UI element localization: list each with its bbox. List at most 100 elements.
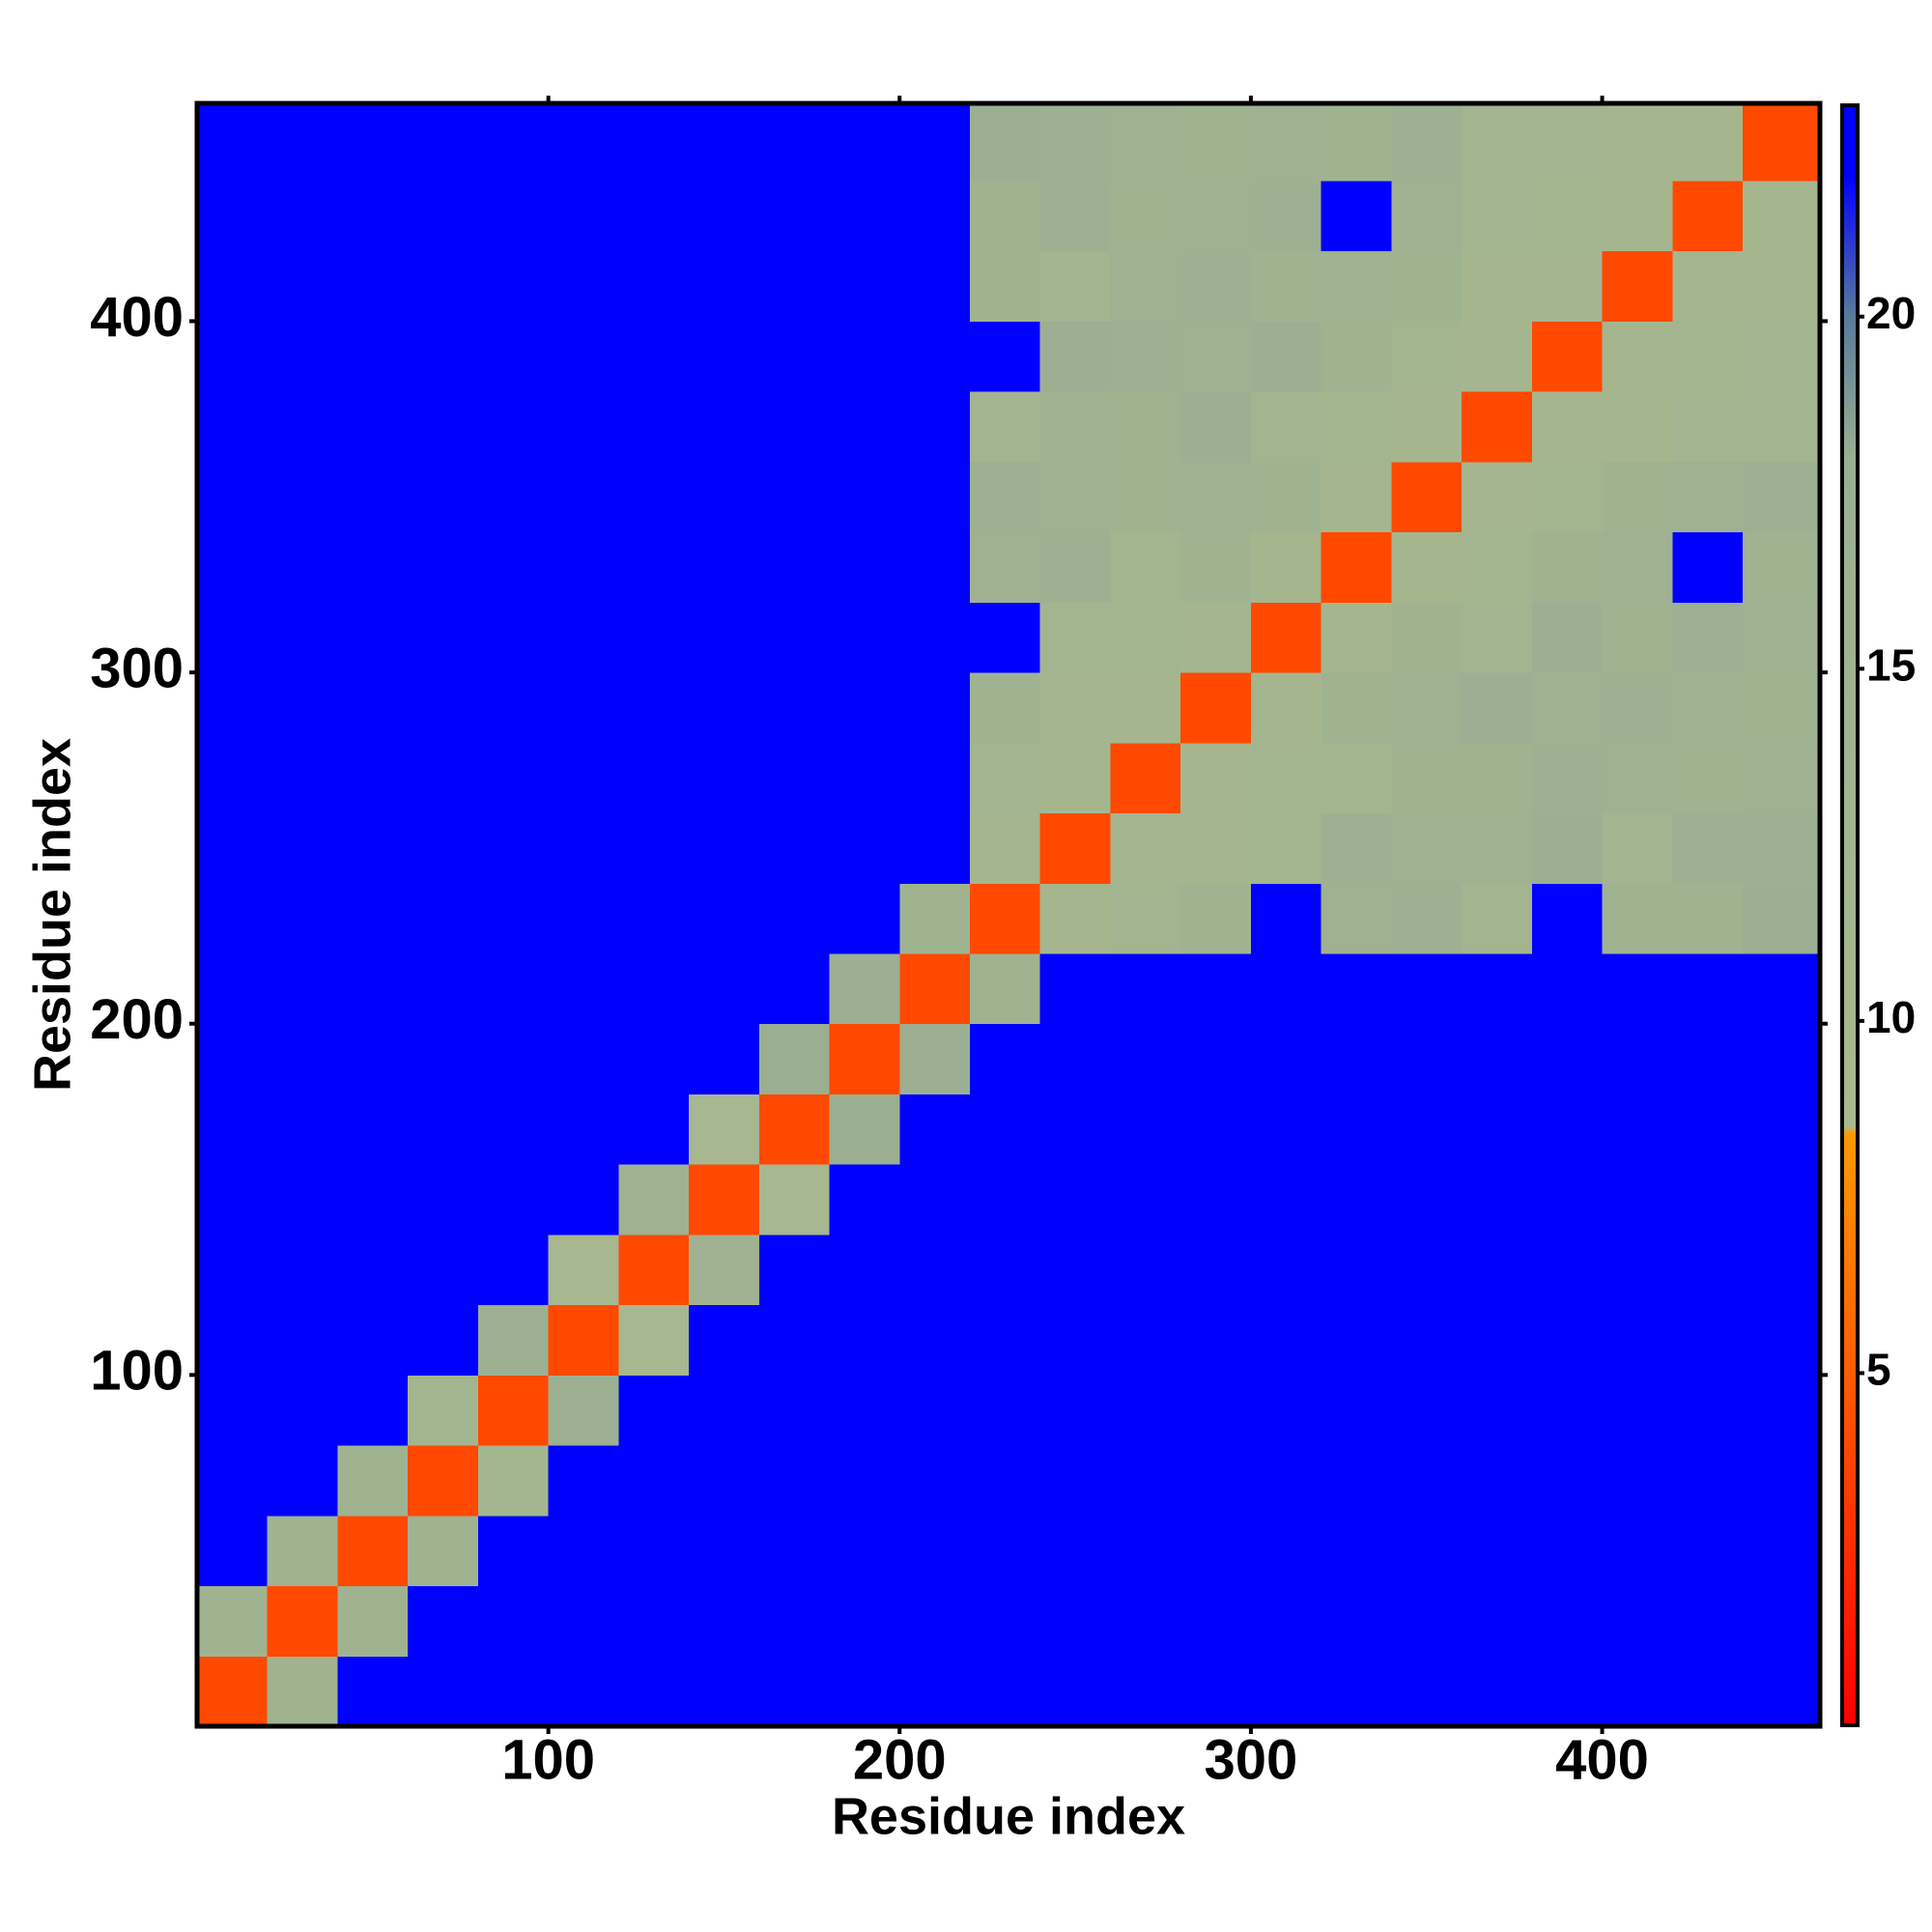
heatmap-cell [477, 1445, 550, 1517]
heatmap-cells [197, 103, 1821, 1727]
heatmap-cell [829, 531, 900, 603]
heatmap-cell [477, 531, 550, 603]
heatmap-cell [1391, 1023, 1463, 1094]
heatmap-cell [758, 1234, 831, 1306]
heatmap-cell [548, 531, 619, 603]
heatmap-cell [1250, 103, 1322, 182]
y-tick-label: 400 [90, 286, 184, 349]
heatmap-cell [1039, 1375, 1111, 1446]
heatmap-cell [618, 1023, 690, 1094]
heatmap-cell [1250, 1164, 1322, 1236]
heatmap-cell [1250, 1094, 1322, 1165]
heatmap-cell [1672, 181, 1744, 252]
heatmap-cell [1743, 461, 1821, 533]
heatmap-cell [1180, 1304, 1252, 1376]
heatmap-cell [337, 531, 409, 603]
heatmap-cell [1672, 742, 1744, 814]
heatmap-cell [758, 742, 831, 814]
heatmap-cell [1110, 391, 1181, 463]
heatmap-cell [829, 812, 900, 884]
heatmap-cell [1531, 812, 1604, 884]
heatmap-cell [267, 1375, 338, 1446]
heatmap-cell [1672, 953, 1744, 1025]
heatmap-cell [899, 1023, 971, 1094]
heatmap-cell [899, 391, 971, 463]
heatmap-cell [1743, 953, 1821, 1025]
heatmap-cell [548, 812, 619, 884]
heatmap-cell [1391, 1234, 1463, 1306]
heatmap-cell [1462, 1023, 1533, 1094]
heatmap-cell [197, 1023, 269, 1094]
heatmap-cell [408, 391, 479, 463]
heatmap-cell [1391, 1164, 1463, 1236]
heatmap-cell [618, 1445, 690, 1517]
heatmap-cell [1110, 812, 1181, 884]
heatmap-cell [1531, 1304, 1604, 1376]
heatmap-cell [548, 1094, 619, 1165]
heatmap-cell [337, 181, 409, 252]
heatmap-cell [1110, 602, 1181, 673]
heatmap-cell [1462, 812, 1533, 884]
heatmap-cell [689, 391, 760, 463]
y-tick-label: 300 [90, 637, 184, 699]
heatmap-cell [408, 812, 479, 884]
heatmap-cell [197, 1304, 269, 1376]
heatmap-cell [1110, 250, 1181, 322]
heatmap-cell [758, 1023, 831, 1094]
heatmap-cell [1672, 391, 1744, 463]
heatmap-cell [970, 181, 1041, 252]
heatmap-cell [1250, 250, 1322, 322]
heatmap-cell [689, 181, 760, 252]
heatmap-cell [618, 1656, 690, 1727]
heatmap-cell [1743, 1656, 1821, 1727]
heatmap-cell [829, 321, 900, 392]
heatmap-cell [1391, 181, 1463, 252]
heatmap-cell [1180, 103, 1252, 182]
heatmap-cell [1321, 391, 1392, 463]
heatmap-cell [1531, 672, 1604, 744]
heatmap-cell [408, 1515, 479, 1587]
heatmap-cell [1321, 672, 1392, 744]
heatmap-cell [548, 1445, 619, 1517]
heatmap-cell [337, 883, 409, 954]
heatmap-cell [548, 103, 619, 182]
heatmap-cell [1180, 181, 1252, 252]
heatmap-cell [1602, 321, 1673, 392]
heatmap-cell [548, 672, 619, 744]
heatmap-cell [197, 602, 269, 673]
heatmap-cell [618, 1094, 690, 1165]
heatmap-cell [1250, 1375, 1322, 1446]
heatmap-cell [1391, 531, 1463, 603]
heatmap-cell [970, 1515, 1041, 1587]
heatmap-cell [1391, 742, 1463, 814]
heatmap-cell [477, 1656, 550, 1727]
heatmap-cell [970, 883, 1041, 954]
heatmap-cell [408, 321, 479, 392]
heatmap-cell [899, 1445, 971, 1517]
heatmap-cell [1672, 602, 1744, 673]
heatmap-cell [1039, 250, 1111, 322]
heatmap-cell [337, 812, 409, 884]
heatmap-cell [1391, 812, 1463, 884]
heatmap-cell [1321, 321, 1392, 392]
heatmap-cell [1110, 1164, 1181, 1236]
heatmap-cell [477, 321, 550, 392]
heatmap-cell [689, 1234, 760, 1306]
heatmap-cell [1743, 321, 1821, 392]
heatmap-cell [1672, 1023, 1744, 1094]
heatmap-cell [1110, 672, 1181, 744]
heatmap-cell [1039, 103, 1111, 182]
heatmap-cell [1672, 1445, 1744, 1517]
heatmap-cell [1531, 1234, 1604, 1306]
heatmap-cell [1391, 672, 1463, 744]
colorbar [1840, 103, 1860, 1727]
heatmap-cell [1743, 1304, 1821, 1376]
heatmap-cell [1110, 742, 1181, 814]
y-axis-title: Residue index [23, 738, 81, 1092]
heatmap-cell [477, 1515, 550, 1587]
heatmap-cell [758, 250, 831, 322]
heatmap-cell [1250, 461, 1322, 533]
heatmap-cell [197, 1164, 269, 1236]
heatmap-cell [829, 1094, 900, 1165]
heatmap-cell [1250, 1023, 1322, 1094]
